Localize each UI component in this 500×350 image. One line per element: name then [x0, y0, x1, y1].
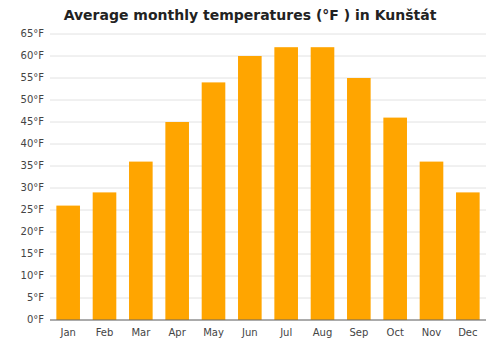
- grid-line: [50, 122, 486, 123]
- grid-line: [50, 100, 486, 101]
- bar: [347, 78, 371, 320]
- y-tick-label: 15°F: [21, 248, 45, 259]
- y-tick-label: 50°F: [21, 94, 45, 105]
- x-tick-label: Nov: [422, 327, 442, 338]
- grid-line: [50, 56, 486, 57]
- bar: [93, 192, 117, 320]
- y-tick-label: 40°F: [21, 138, 45, 149]
- x-tick-label: Jul: [279, 327, 292, 338]
- y-axis: 0°F 5°F 10°F 15°F 20°F 25°F 30°F 35°F 40°F 45°F 50…: [21, 28, 45, 325]
- chart-svg: 0°F 5°F 10°F 15°F 20°F 25°F 30°F 35°F 40°F 45°F 50…: [0, 0, 500, 350]
- grid-line: [50, 78, 486, 79]
- bar: [165, 122, 189, 320]
- bar: [129, 162, 153, 320]
- bars: [56, 47, 479, 320]
- x-axis-line: [50, 320, 486, 321]
- y-tick-label: 65°F: [21, 28, 45, 39]
- y-tick-label: 10°F: [21, 270, 45, 281]
- y-tick-label: 45°F: [21, 116, 45, 127]
- x-tick-label: May: [203, 327, 224, 338]
- x-axis: Jan Feb Mar Apr May Jun Jul Aug Sep Oct Nov Dec: [50, 320, 486, 338]
- bar: [456, 192, 480, 320]
- grid: [50, 34, 486, 320]
- x-tick-label: Jun: [241, 327, 258, 338]
- grid-line: [50, 320, 486, 321]
- grid-line: [50, 144, 486, 145]
- x-tick-label: Apr: [169, 327, 187, 338]
- x-tick-label: Feb: [96, 327, 114, 338]
- y-tick-label: 5°F: [27, 292, 44, 303]
- x-tick-label: Dec: [458, 327, 477, 338]
- bar: [274, 47, 298, 320]
- x-tick-label: Oct: [387, 327, 404, 338]
- title: Average monthly temperatures (°F ) in Ku…: [64, 7, 437, 23]
- bar: [311, 47, 335, 320]
- y-tick-label: 35°F: [21, 160, 45, 171]
- bar: [238, 56, 262, 320]
- bar: [56, 206, 80, 320]
- y-tick-label: 0°F: [27, 314, 44, 325]
- x-tick-label: Sep: [349, 327, 368, 338]
- bar: [383, 118, 407, 320]
- y-tick-label: 20°F: [21, 226, 45, 237]
- y-tick-label: 60°F: [21, 50, 45, 61]
- x-tick-label: Aug: [313, 327, 333, 338]
- chart-container: 0°F 5°F 10°F 15°F 20°F 25°F 30°F 35°F 40°F 45°F 50…: [0, 0, 500, 350]
- y-tick-label: 25°F: [21, 204, 45, 215]
- bar: [420, 162, 444, 320]
- grid-line: [50, 34, 486, 35]
- y-tick-label: 30°F: [21, 182, 45, 193]
- y-tick-label: 55°F: [21, 72, 45, 83]
- x-tick-label: Jan: [59, 327, 75, 338]
- bar: [202, 82, 226, 320]
- x-tick-label: Mar: [131, 327, 151, 338]
